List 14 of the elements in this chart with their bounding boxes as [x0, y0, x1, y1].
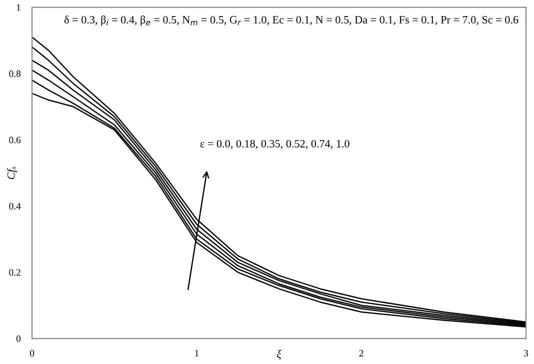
x-axis-title: ξ: [277, 350, 282, 360]
text: δ = 0.3, β$_{i}$ = 0.4, β$_{e}$ = 0.5, N$_{m}$ = 0.5, G$_{r}$ = 1.0, Ec = 0.1, N = 0.5, Da = 0.1, Fs = 0.1, Pr = 7.0, Sc = 0.6: [64, 16, 518, 26]
x-tick-label: 1: [195, 350, 199, 356]
y-tick-label: 0.4: [9, 202, 21, 210]
y-tick-label: 0.6: [9, 136, 21, 144]
y-tick-label: 1: [16, 4, 20, 11]
y-axis-title: Cfₓ: [6, 166, 18, 180]
y-tick-label: 0.2: [9, 269, 20, 276]
x-tick-label: 3: [524, 350, 528, 356]
annotation: ε = 0.0, 0.18, 0.35, 0.52, 0.74, 1.0: [200, 140, 350, 150]
x-tick-label: 0: [30, 350, 34, 356]
x-tick-label: 2: [359, 350, 364, 356]
y-tick-label: 0.8: [9, 70, 21, 78]
y-tick-label: 0: [16, 335, 21, 342]
